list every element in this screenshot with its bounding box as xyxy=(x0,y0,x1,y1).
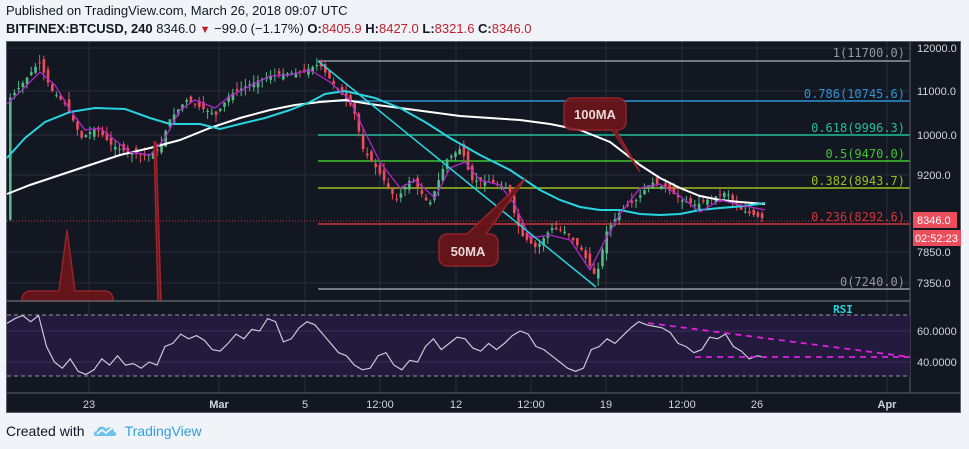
low-value: 8321.6 xyxy=(434,21,475,36)
time-axis[interactable]: 23 Mar 5 12:00 12 12:00 19 12:00 26 Apr xyxy=(83,399,897,411)
symbol-name[interactable]: BITFINEX:BTCUSD, 240 xyxy=(6,21,153,36)
countdown-badge xyxy=(913,230,961,246)
fib-label-0: 0(7240.0) xyxy=(840,275,905,289)
last-price: 8346.0 xyxy=(156,21,197,36)
x-tick: 19 xyxy=(600,399,612,411)
fib-label-0236: 0.236(8292.6) xyxy=(811,210,905,224)
x-tick: 12:00 xyxy=(366,399,394,411)
callout-100ma-label: 100MA xyxy=(574,107,617,122)
tradingview-link[interactable]: TradingView xyxy=(124,423,202,439)
published-line: Published on TradingView.com, March 26, … xyxy=(6,3,348,18)
symbol-legend: BITFINEX:BTCUSD, 240 8346.0 ▼ −99.0 (−1.… xyxy=(6,21,532,36)
x-tick: 23 xyxy=(83,399,95,411)
fib-label-0382: 0.382(8943.7) xyxy=(811,174,905,188)
descending-trendline[interactable] xyxy=(317,60,597,288)
callout-50ma-label: 50MA xyxy=(451,244,486,259)
last-price-badge xyxy=(913,212,957,228)
fib-label-0786: 0.786(10745.6) xyxy=(804,87,905,101)
close-label: C: xyxy=(478,21,492,36)
x-tick: Mar xyxy=(209,399,229,411)
y-tick: 7350.0 xyxy=(917,278,951,290)
fib-label-05: 0.5(9470.0) xyxy=(826,147,905,161)
rsi-label: RSI xyxy=(833,303,853,316)
y-tick: 10000.0 xyxy=(917,130,957,142)
y-tick: 9200.0 xyxy=(917,170,951,182)
callout-50ma[interactable]: 50MA xyxy=(438,177,527,267)
x-tick: 5 xyxy=(302,399,308,411)
price-axis[interactable]: 12000.0 11000.0 10000.0 9200.0 7850.0 73… xyxy=(913,43,961,369)
fib-label-1: 1(11700.0) xyxy=(833,46,905,60)
open-value: 8405.9 xyxy=(321,21,362,36)
fib-label-0618: 0.618(9996.3) xyxy=(811,121,905,135)
footer: Created with TradingView xyxy=(6,423,202,439)
countdown-text: 02:52:23 xyxy=(915,233,958,245)
low-label: L: xyxy=(422,21,435,36)
y-tick: 12000.0 xyxy=(917,43,957,55)
rsi-tick: 60.0000 xyxy=(917,326,957,338)
fibonacci-retracement[interactable]: 1(11700.0) 0.786(10745.6) 0.618(9996.3) … xyxy=(7,46,910,290)
tradingview-cloud-icon xyxy=(93,426,116,436)
rsi-tick: 40.0000 xyxy=(917,357,957,369)
x-tick: 12 xyxy=(450,399,462,411)
price-change: −99.0 (−1.17%) xyxy=(214,21,304,36)
x-tick: 12:00 xyxy=(517,399,545,411)
callout-100ma[interactable]: 100MA xyxy=(563,97,641,173)
y-tick: 11000.0 xyxy=(917,86,956,98)
rsi-line xyxy=(6,314,766,376)
open-label: O: xyxy=(307,21,322,36)
rsi-trendline-upper[interactable] xyxy=(647,322,911,358)
ma50-line xyxy=(6,89,766,217)
y-tick: 7850.0 xyxy=(917,247,951,259)
triangle-down-icon: ▼ xyxy=(199,24,211,36)
close-value: 8346.0 xyxy=(491,21,532,36)
high-value: 8427.0 xyxy=(378,21,419,36)
last-price-badge-text: 8346.0 xyxy=(917,215,951,227)
short-ma-line xyxy=(6,69,766,272)
x-tick: 12:00 xyxy=(668,399,696,411)
rsi-pane[interactable]: RSI xyxy=(6,303,911,377)
x-tick: Apr xyxy=(878,399,898,411)
x-tick: 26 xyxy=(751,399,763,411)
created-with-label: Created with xyxy=(6,423,85,439)
high-label: H: xyxy=(365,21,379,36)
